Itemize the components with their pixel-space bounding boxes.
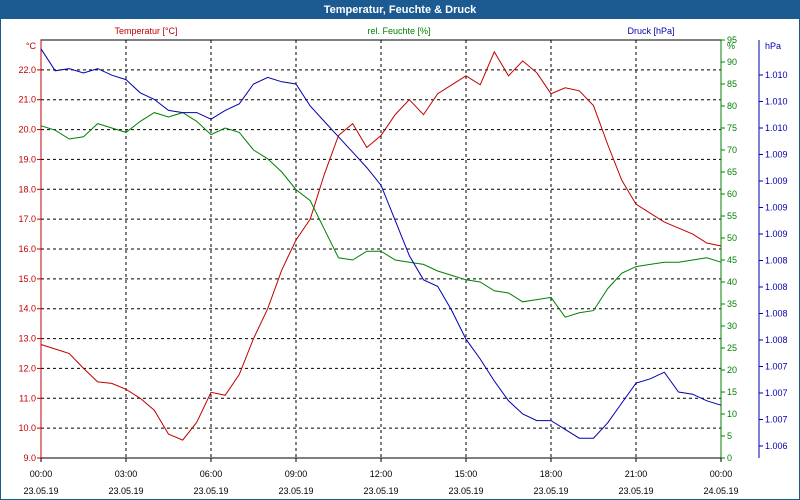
temp-tick-label: 14.0 bbox=[18, 304, 36, 314]
temp-tick-label: 21.0 bbox=[18, 95, 36, 105]
humidity-tick-label: 20 bbox=[727, 365, 737, 375]
humidity-tick-label: 30 bbox=[727, 321, 737, 331]
pressure-tick-label: 1.010 bbox=[765, 97, 788, 107]
temp-tick-label: 9.0 bbox=[23, 453, 36, 463]
x-tick-time: 12:00 bbox=[370, 469, 393, 479]
pressure-tick-label: 1.008 bbox=[765, 282, 788, 292]
temp-tick-label: 18.0 bbox=[18, 184, 36, 194]
x-tick-time: 00:00 bbox=[30, 469, 53, 479]
pressure-tick-label: 1.008 bbox=[765, 335, 788, 345]
legend-temperature: Temperatur [°C] bbox=[114, 26, 177, 36]
legend-humidity: rel. Feuchte [%] bbox=[367, 26, 430, 36]
x-tick-date: 23.05.19 bbox=[108, 486, 143, 496]
pressure-tick-label: 1.010 bbox=[765, 70, 788, 80]
x-tick-date: 23.05.19 bbox=[23, 486, 58, 496]
humidity-tick-label: 0 bbox=[727, 453, 732, 463]
temp-tick-label: 20.0 bbox=[18, 125, 36, 135]
temp-tick-label: 17.0 bbox=[18, 214, 36, 224]
x-tick-date: 23.05.19 bbox=[618, 486, 653, 496]
pressure-tick-label: 1.010 bbox=[765, 123, 788, 133]
pressure-tick-label: 1.008 bbox=[765, 256, 788, 266]
x-tick-date: 23.05.19 bbox=[533, 486, 568, 496]
x-tick-time: 15:00 bbox=[455, 469, 478, 479]
pressure-tick-label: 1.009 bbox=[765, 203, 788, 213]
temperature-line bbox=[40, 50, 722, 441]
humidity-tick-label: 35 bbox=[727, 299, 737, 309]
x-tick-time: 06:00 bbox=[200, 469, 223, 479]
pressure-line bbox=[40, 48, 722, 439]
humidity-tick-label: 50 bbox=[727, 233, 737, 243]
temp-tick-label: 16.0 bbox=[18, 244, 36, 254]
pressure-tick-label: 1.009 bbox=[765, 229, 788, 239]
pressure-tick-label: 1.006 bbox=[765, 441, 788, 451]
temp-axis-unit: °C bbox=[26, 41, 37, 51]
temp-tick-label: 15.0 bbox=[18, 274, 36, 284]
pressure-tick-label: 1.009 bbox=[765, 150, 788, 160]
x-tick-time: 00:00 bbox=[710, 469, 733, 479]
pressure-tick-label: 1.007 bbox=[765, 388, 788, 398]
temp-tick-label: 12.0 bbox=[18, 363, 36, 373]
humidity-tick-label: 95 bbox=[727, 35, 737, 45]
humidity-tick-label: 40 bbox=[727, 277, 737, 287]
x-tick-date: 24.05.19 bbox=[703, 486, 738, 496]
humidity-tick-label: 55 bbox=[727, 211, 737, 221]
humidity-tick-label: 10 bbox=[727, 409, 737, 419]
humidity-tick-label: 15 bbox=[727, 387, 737, 397]
humidity-line bbox=[40, 112, 722, 318]
legend-pressure: Druck [hPa] bbox=[627, 26, 674, 36]
humidity-tick-label: 85 bbox=[727, 79, 737, 89]
x-tick-time: 21:00 bbox=[625, 469, 648, 479]
humidity-tick-label: 80 bbox=[727, 101, 737, 111]
temp-tick-label: 10.0 bbox=[18, 423, 36, 433]
x-tick-date: 23.05.19 bbox=[363, 486, 398, 496]
x-tick-time: 18:00 bbox=[540, 469, 563, 479]
temp-tick-label: 22.0 bbox=[18, 65, 36, 75]
temp-tick-label: 11.0 bbox=[19, 393, 36, 403]
humidity-tick-label: 25 bbox=[727, 343, 737, 353]
pressure-axis-unit: hPa bbox=[765, 41, 781, 51]
window-title: Temperatur, Feuchte & Druck bbox=[1, 1, 799, 19]
humidity-tick-label: 70 bbox=[727, 145, 737, 155]
x-tick-time: 09:00 bbox=[285, 469, 308, 479]
humidity-tick-label: 65 bbox=[727, 167, 737, 177]
pressure-tick-label: 1.007 bbox=[765, 362, 788, 372]
pressure-tick-label: 1.008 bbox=[765, 309, 788, 319]
humidity-tick-label: 45 bbox=[727, 255, 737, 265]
humidity-axis-unit: % bbox=[727, 41, 735, 51]
x-tick-date: 23.05.19 bbox=[193, 486, 228, 496]
pressure-tick-label: 1.009 bbox=[765, 176, 788, 186]
humidity-tick-label: 75 bbox=[727, 123, 737, 133]
x-tick-date: 23.05.19 bbox=[278, 486, 313, 496]
temp-tick-label: 19.0 bbox=[18, 154, 36, 164]
pressure-tick-label: 1.007 bbox=[765, 415, 788, 425]
x-tick-time: 03:00 bbox=[115, 469, 138, 479]
x-tick-date: 23.05.19 bbox=[448, 486, 483, 496]
humidity-tick-label: 5 bbox=[727, 431, 732, 441]
humidity-tick-label: 90 bbox=[727, 57, 737, 67]
humidity-tick-label: 60 bbox=[727, 189, 737, 199]
temp-tick-label: 13.0 bbox=[18, 334, 36, 344]
